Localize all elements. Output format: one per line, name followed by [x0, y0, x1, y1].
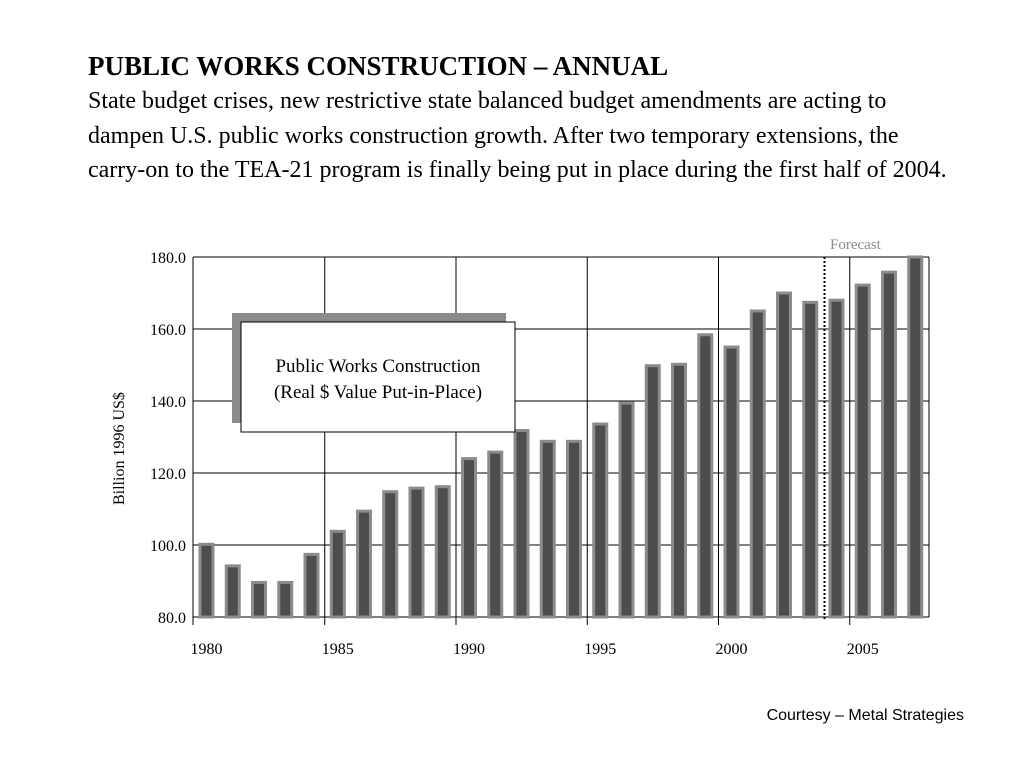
bar-1981 [224, 564, 241, 619]
y-tick-label: 160.0 [150, 322, 186, 339]
x-tick-label: 1980 [191, 641, 223, 658]
bar-1992 [513, 429, 530, 619]
bar-2002 [776, 291, 792, 619]
forecast-label: Forecast [830, 237, 882, 253]
bar-2003 [802, 300, 819, 619]
bar-1986 [356, 509, 372, 619]
bar-1980 [198, 542, 215, 619]
slide-title: PUBLIC WORKS CONSTRUCTION – ANNUAL [88, 51, 669, 81]
y-tick-label: 80.0 [158, 610, 186, 627]
legend-line-1: Public Works Construction [275, 356, 481, 377]
bar-2001 [749, 309, 766, 619]
bar-1982 [251, 580, 267, 619]
y-tick-label: 120.0 [150, 466, 186, 483]
bar-1984 [303, 552, 320, 619]
x-tick-label: 1990 [453, 641, 485, 658]
bar-1997 [644, 364, 661, 619]
bar-chart: 180.0 160.0 140.0 120.0 100.0 80.0 1980 1985 199… [111, 237, 930, 658]
bar-2007 [907, 255, 924, 619]
y-tick-label: 180.0 [150, 250, 186, 267]
slide-description: State budget crises, new restrictive sta… [88, 88, 947, 183]
bar-1991 [487, 450, 504, 619]
bar-1987 [382, 490, 399, 619]
chart-ticks: 180.0 160.0 140.0 120.0 100.0 80.0 1980 1985 199… [150, 250, 879, 658]
legend-box [240, 321, 516, 433]
courtesy-note: Courtesy – Metal Strategies [766, 707, 964, 724]
chart-legend: Public Works Construction (Real $ Value … [232, 313, 516, 433]
bar-1996 [618, 401, 635, 619]
bar-1988 [408, 486, 425, 619]
y-tick-label: 100.0 [150, 538, 186, 555]
bar-1989 [434, 485, 451, 619]
bar-1998 [671, 362, 687, 619]
bar-1983 [277, 580, 294, 619]
bar-1990 [461, 457, 477, 619]
legend-line-2: (Real $ Value Put-in-Place) [274, 382, 482, 403]
bar-1993 [539, 439, 556, 619]
y-tick-label: 140.0 [150, 394, 186, 411]
bar-1995 [592, 422, 609, 619]
bar-2000 [723, 345, 740, 619]
bar-2004 [828, 298, 845, 619]
x-tick-label: 1995 [584, 641, 616, 658]
x-tick-label: 1985 [322, 641, 354, 658]
bar-1994 [566, 439, 582, 619]
bar-2006 [881, 270, 897, 619]
chart-grid [192, 256, 930, 625]
chart-bars [198, 255, 924, 619]
bar-2005 [854, 283, 871, 619]
x-tick-label: 2000 [716, 641, 748, 658]
bar-1999 [697, 333, 714, 619]
y-axis-label: Billion 1996 US$ [111, 392, 128, 505]
x-tick-label: 2005 [847, 641, 879, 658]
bar-1985 [329, 529, 346, 619]
